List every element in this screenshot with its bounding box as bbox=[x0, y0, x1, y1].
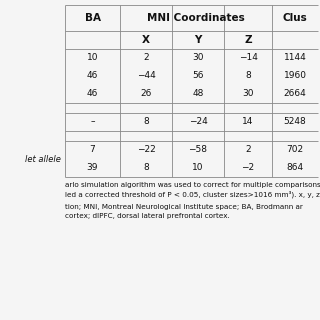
Text: 8: 8 bbox=[245, 71, 251, 81]
Text: −2: −2 bbox=[241, 164, 255, 172]
Text: MNI Coordinates: MNI Coordinates bbox=[147, 13, 245, 23]
Text: 26: 26 bbox=[140, 90, 152, 99]
Text: 10: 10 bbox=[87, 53, 98, 62]
Text: –: – bbox=[90, 117, 95, 126]
Text: 48: 48 bbox=[192, 90, 204, 99]
Text: X: X bbox=[142, 35, 150, 45]
Text: 8: 8 bbox=[143, 117, 149, 126]
Text: 30: 30 bbox=[242, 90, 254, 99]
Text: Clus: Clus bbox=[283, 13, 308, 23]
Text: Z: Z bbox=[244, 35, 252, 45]
Text: 702: 702 bbox=[286, 146, 304, 155]
Text: 2664: 2664 bbox=[284, 90, 306, 99]
Text: −44: −44 bbox=[137, 71, 156, 81]
Text: 2: 2 bbox=[143, 53, 149, 62]
Text: 8: 8 bbox=[143, 164, 149, 172]
Text: 1960: 1960 bbox=[284, 71, 307, 81]
Text: 2: 2 bbox=[245, 146, 251, 155]
Text: −14: −14 bbox=[239, 53, 257, 62]
Text: 46: 46 bbox=[87, 71, 98, 81]
Text: Y: Y bbox=[194, 35, 202, 45]
Text: −24: −24 bbox=[188, 117, 207, 126]
Text: 56: 56 bbox=[192, 71, 204, 81]
Text: let allele: let allele bbox=[25, 155, 61, 164]
Text: 46: 46 bbox=[87, 90, 98, 99]
Text: 39: 39 bbox=[87, 164, 98, 172]
Text: 30: 30 bbox=[192, 53, 204, 62]
Text: 864: 864 bbox=[286, 164, 304, 172]
Text: led a corrected threshold of P < 0.05, cluster sizes>1016 mm³). x, y, z ce: led a corrected threshold of P < 0.05, c… bbox=[65, 191, 320, 198]
Text: tion; MNI, Montreal Neurological Institute space; BA, Brodmann ar: tion; MNI, Montreal Neurological Institu… bbox=[65, 204, 303, 210]
Text: 7: 7 bbox=[90, 146, 95, 155]
Text: BA: BA bbox=[84, 13, 100, 23]
Text: 10: 10 bbox=[192, 164, 204, 172]
Text: arlo simulation algorithm was used to correct for multiple comparisons (: arlo simulation algorithm was used to co… bbox=[65, 182, 320, 188]
Text: 5248: 5248 bbox=[284, 117, 306, 126]
Text: cortex; dlPFC, dorsal lateral prefrontal cortex.: cortex; dlPFC, dorsal lateral prefrontal… bbox=[65, 213, 230, 219]
Text: 14: 14 bbox=[242, 117, 254, 126]
Text: −22: −22 bbox=[137, 146, 156, 155]
Text: −58: −58 bbox=[188, 146, 207, 155]
Text: 1144: 1144 bbox=[284, 53, 306, 62]
